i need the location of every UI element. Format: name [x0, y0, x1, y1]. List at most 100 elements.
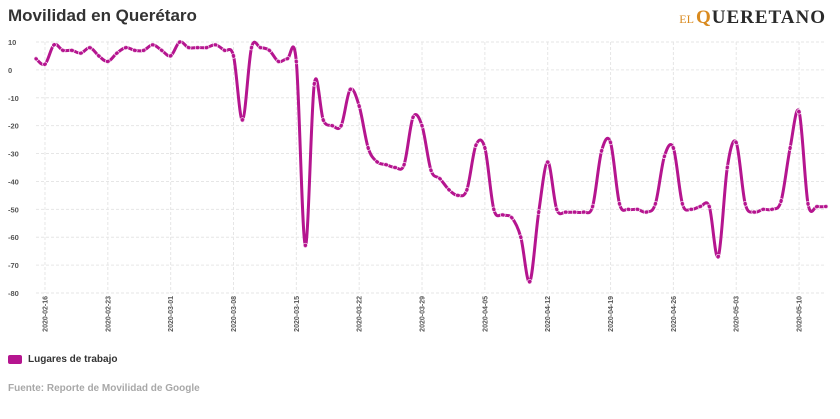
data-point — [634, 206, 641, 213]
data-point — [814, 203, 820, 210]
x-tick-label: 2020-04-05 — [482, 296, 489, 332]
data-point — [805, 201, 811, 207]
data-point — [437, 176, 443, 182]
x-tick-label: 2020-04-12 — [545, 296, 552, 332]
x-tick-label: 2020-04-19 — [608, 296, 615, 332]
data-point — [78, 50, 84, 56]
data-point — [652, 201, 659, 207]
legend-swatch — [8, 355, 22, 364]
data-point — [159, 47, 165, 54]
logo-prefix: EL — [679, 12, 694, 26]
data-point — [643, 209, 650, 215]
legend-label: Lugares de trabajo — [28, 354, 118, 365]
y-tick-label: -10 — [8, 94, 19, 103]
data-point — [275, 58, 282, 65]
data-point — [248, 44, 255, 51]
data-point — [401, 162, 407, 168]
data-point — [114, 50, 120, 56]
y-tick-label: -30 — [8, 150, 19, 159]
data-point — [257, 44, 264, 51]
data-point — [410, 114, 416, 121]
data-point — [571, 209, 578, 215]
data-point — [500, 212, 506, 218]
x-tick-label: 2020-03-15 — [294, 296, 301, 332]
data-point — [185, 44, 192, 51]
chart-title: Movilidad en Querétaro — [8, 6, 197, 25]
data-point — [96, 53, 102, 59]
data-point — [87, 44, 93, 51]
data-point — [706, 203, 712, 210]
y-tick-label: -60 — [8, 233, 19, 242]
legend[interactable]: Lugares de trabajo — [8, 354, 117, 365]
data-point — [365, 145, 371, 151]
data-point — [168, 53, 174, 59]
logo-name-first-letter: Q — [695, 7, 712, 28]
x-tick-label: 2020-03-22 — [357, 296, 364, 332]
data-point — [589, 203, 596, 210]
y-axis: 10 0 -10 -20 -30 -40 -50 -60 -70 -80 — [8, 38, 19, 298]
x-tick-label: 2020-05-10 — [797, 296, 804, 332]
publisher-logo: EL QUERETANO — [679, 5, 826, 27]
logo-name-rest: UERETANO — [711, 7, 826, 28]
data-point — [769, 206, 775, 213]
data-point — [392, 164, 398, 171]
data-point — [679, 201, 686, 207]
y-tick-label: -80 — [8, 289, 19, 298]
x-tick-label: 2020-05-03 — [734, 296, 741, 332]
data-point — [491, 206, 497, 213]
data-point — [733, 139, 739, 146]
x-tick-label: 2020-03-01 — [168, 296, 175, 332]
source-note: Fuente: Reporte de Movilidad de Google — [8, 383, 200, 394]
data-point — [176, 39, 183, 45]
data-point — [212, 42, 219, 48]
x-tick-label: 2020-02-23 — [105, 296, 112, 332]
data-point — [284, 55, 291, 62]
x-axis: 2020-02-16 2020-02-23 2020-03-01 2020-03-08… — [42, 296, 803, 332]
data-point — [724, 164, 730, 171]
data-point — [823, 203, 829, 210]
data-point — [688, 206, 694, 213]
data-point — [329, 122, 335, 129]
data-point — [625, 206, 632, 213]
data-point — [509, 215, 515, 221]
data-point — [796, 108, 802, 115]
data-point — [105, 58, 111, 65]
data-point — [715, 254, 721, 260]
data-point — [230, 53, 237, 59]
data-point — [320, 117, 326, 123]
data-point — [464, 187, 470, 193]
data-point — [311, 81, 317, 87]
data-point — [266, 47, 273, 54]
data-point — [562, 209, 569, 215]
data-point — [356, 103, 362, 109]
chart-grid — [36, 41, 826, 294]
data-point — [670, 145, 677, 151]
data-point — [751, 209, 757, 215]
data-point — [607, 139, 614, 146]
data-point — [473, 142, 479, 148]
data-point — [446, 187, 452, 193]
data-point — [383, 162, 389, 168]
data-point — [616, 201, 623, 207]
data-point — [293, 58, 299, 65]
data-point — [150, 42, 156, 48]
data-point — [338, 122, 344, 129]
x-tick-label: 2020-02-16 — [42, 296, 49, 332]
data-point — [42, 61, 48, 68]
y-tick-label: -20 — [8, 122, 19, 131]
data-point — [239, 117, 246, 123]
data-point — [51, 42, 57, 48]
data-point — [527, 279, 533, 285]
data-point — [787, 145, 793, 151]
y-tick-label: -50 — [8, 205, 19, 214]
data-point — [141, 47, 147, 54]
data-point — [123, 44, 129, 51]
data-point — [535, 209, 542, 215]
data-point — [132, 47, 138, 54]
data-point — [221, 47, 228, 54]
data-point — [374, 159, 380, 165]
data-point — [518, 234, 524, 240]
plot-area — [33, 39, 829, 285]
data-point — [347, 86, 353, 93]
